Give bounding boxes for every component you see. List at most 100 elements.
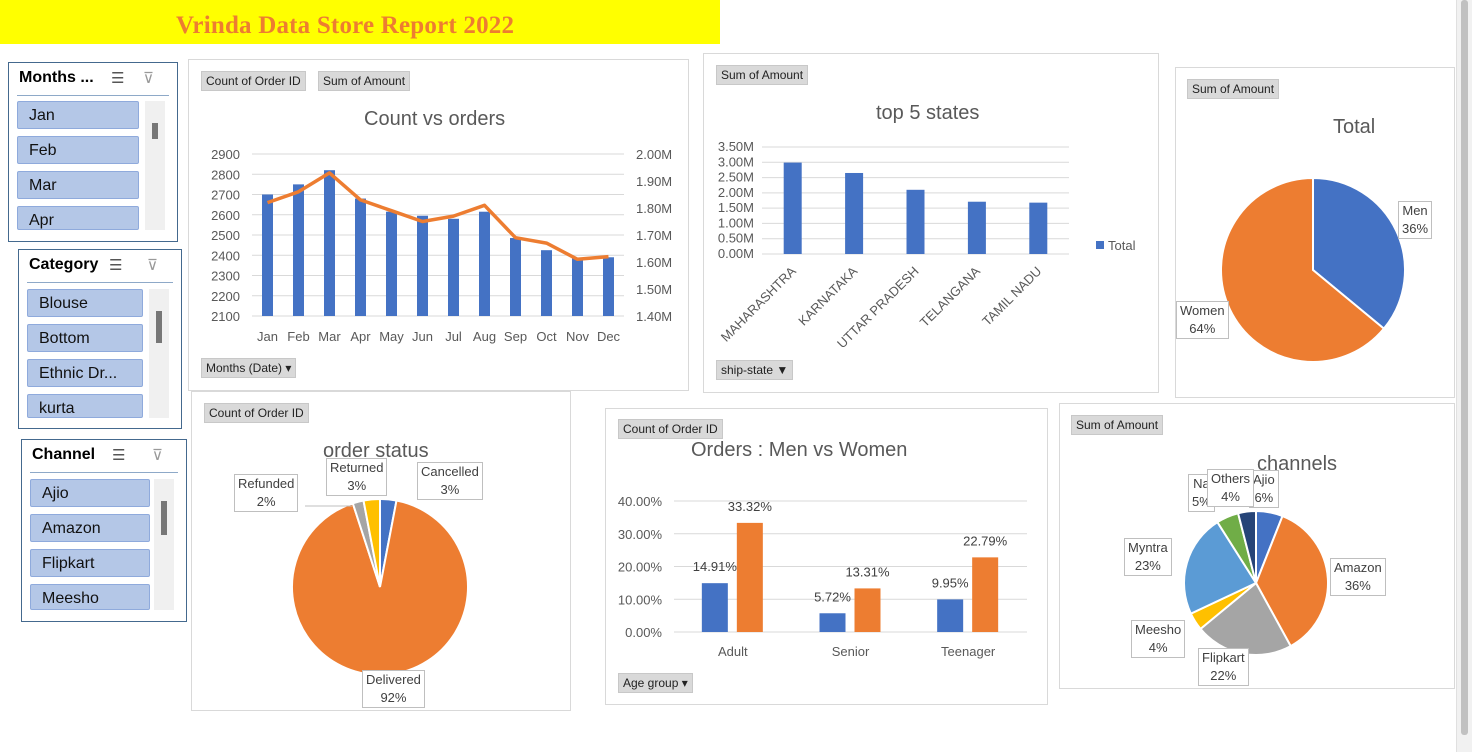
channels-panel[interactable]: Sum of Amount channels Ajio 6% Amazon 36% …	[1059, 403, 1455, 689]
pie-slice-others	[1236, 509, 1257, 584]
y-tick-label: 1.00M	[718, 215, 754, 230]
data-label: Flipkart 22%	[1198, 648, 1249, 686]
slicer-item[interactable]: Jan	[17, 101, 139, 129]
field-button[interactable]: Count of Order ID	[204, 403, 309, 423]
clear-filter-icon[interactable]: ⊽	[143, 70, 154, 87]
men-vs-women-chart: 0.00% 10.00% 20.00% 30.00% 40.00% 14.91% 33.32…	[618, 494, 1027, 659]
pie-slice-amazon	[1254, 514, 1329, 648]
category-slicer[interactable]: Category ☰ ⊽ Blouse Bottom Ethnic Dr... …	[18, 249, 182, 429]
x-tick-label: Adult	[718, 644, 748, 659]
field-button[interactable]: Sum of Amount	[1187, 79, 1280, 99]
data-label: Myntra 23%	[1124, 538, 1172, 576]
data-label: 33.32%	[728, 499, 773, 514]
x-tick-label: Jun	[412, 329, 433, 344]
slicer-item[interactable]: kurta	[27, 394, 143, 418]
count-vs-orders-panel[interactable]: Count of Order ID Sum of Amount Count vs…	[188, 59, 689, 391]
axis-field-button[interactable]: ship-state ▼	[716, 360, 794, 380]
y2-tick-label: 1.80M	[636, 201, 672, 216]
series-line	[266, 171, 609, 262]
x-tick-label: Aug	[473, 329, 496, 344]
y2-tick-label: 1.50M	[636, 282, 672, 297]
data-label: 9.95%	[932, 575, 969, 590]
multi-select-icon[interactable]: ☰	[111, 70, 125, 87]
x-tick-label: TELANGANA	[917, 263, 984, 330]
count-vs-orders-chart: 2100 2200 2300 2400 2500 2600 2700 2800 2900 1.40…	[211, 147, 672, 344]
y-tick-label: 2500	[211, 228, 240, 243]
field-button[interactable]: Count of Order ID	[618, 419, 723, 439]
data-label: 13.31%	[845, 564, 890, 579]
scrollbar-thumb[interactable]	[1461, 0, 1468, 735]
clear-filter-icon[interactable]: ⊽	[147, 257, 158, 274]
data-label: Men 36%	[1398, 201, 1433, 239]
category-slicer-header: Category	[29, 256, 99, 273]
report-title-bar: Vrinda Data Store Report 2022	[0, 0, 720, 44]
slicer-item[interactable]: Mar	[17, 171, 139, 199]
channel-slicer[interactable]: Channel ☰ ⊽ Ajio Amazon Flipkart Meesho	[21, 439, 187, 622]
slicer-item[interactable]: Amazon	[30, 514, 150, 542]
filter-icon[interactable]: ▼	[776, 363, 789, 377]
field-button[interactable]: Sum of Amount	[318, 71, 411, 91]
total-gender-panel[interactable]: Sum of Amount Total Men 36% Women 64%	[1175, 67, 1455, 398]
bar	[448, 218, 459, 316]
slicer-item[interactable]: Blouse	[27, 289, 143, 317]
field-button[interactable]: Count of Order ID	[201, 71, 306, 91]
y-tick-label: 2300	[211, 269, 240, 284]
multi-select-icon[interactable]: ☰	[112, 447, 126, 464]
legend-label: Total	[1108, 238, 1136, 253]
bar	[510, 238, 521, 316]
bar	[906, 189, 925, 254]
axis-field-button[interactable]: Months (Date) ▾	[201, 358, 297, 378]
top-5-states-chart: 0.00M0.50M1.00M1.50M2.00M2.50M3.00M3.50M…	[718, 139, 1136, 351]
dropdown-arrow-icon[interactable]: ▾	[681, 676, 688, 690]
clear-filter-icon[interactable]: ⊽	[152, 447, 163, 464]
slicer-item[interactable]: Flipkart	[30, 549, 150, 577]
x-tick-label: Mar	[318, 329, 341, 344]
multi-select-icon[interactable]: ☰	[109, 257, 123, 274]
bar	[972, 557, 999, 632]
y-tick-label: 2600	[211, 208, 240, 223]
axis-field-button[interactable]: Age group ▾	[618, 673, 693, 693]
dropdown-arrow-icon[interactable]: ▾	[285, 361, 292, 375]
slicer-item[interactable]: Bottom	[27, 324, 143, 352]
y-tick-label: 10.00%	[618, 592, 663, 607]
months-slicer[interactable]: Months ... ☰ ⊽ Jan Feb Mar Apr	[8, 62, 178, 242]
bar	[386, 211, 397, 316]
men-vs-women-panel[interactable]: Count of Order ID Orders : Men vs Women …	[605, 408, 1048, 705]
data-label: 22.79%	[963, 533, 1008, 548]
x-tick-label: Feb	[287, 329, 309, 344]
y-tick-label: 2400	[211, 248, 240, 263]
channel-slicer-header: Channel	[32, 446, 96, 463]
data-label: Cancelled 3%	[417, 462, 483, 500]
y-tick-label: 2700	[211, 188, 240, 203]
slicer-item[interactable]: Apr	[17, 206, 139, 230]
pie-slice-women	[1220, 176, 1386, 363]
field-button[interactable]: Sum of Amount	[1071, 415, 1164, 435]
slicer-item[interactable]: Ethnic Dr...	[27, 359, 143, 387]
order-status-panel[interactable]: Count of Order ID order status Cancelled…	[191, 391, 571, 711]
slicer-item[interactable]: Feb	[17, 136, 139, 164]
y-tick-label: 0.00%	[625, 625, 662, 640]
bar	[937, 599, 964, 632]
slicer-item[interactable]: Ajio	[30, 479, 150, 507]
slicer-scrollbar[interactable]	[145, 101, 165, 230]
slicer-item[interactable]: Meesho	[30, 584, 150, 610]
axis-field-label: Age group	[623, 676, 679, 690]
data-label: Delivered 92%	[362, 670, 425, 708]
bar	[262, 194, 273, 316]
y-tick-label: 2100	[211, 309, 240, 324]
months-slicer-header: Months ...	[19, 69, 94, 86]
field-button[interactable]: Sum of Amount	[716, 65, 809, 85]
y-tick-label: 3.50M	[718, 139, 754, 154]
x-tick-label: Dec	[597, 329, 621, 344]
data-label: Returned 3%	[326, 458, 388, 496]
bar	[819, 613, 846, 632]
x-tick-label: TAMIL NADU	[979, 264, 1044, 329]
top-5-states-panel[interactable]: Sum of Amount top 5 states 0.00M 0.50M 1.0…	[703, 53, 1159, 393]
window-scrollbar[interactable]	[1456, 0, 1472, 752]
x-tick-label: Teenager	[941, 644, 996, 659]
y-tick-label: 3.00M	[718, 154, 754, 169]
bar	[324, 170, 335, 316]
slicer-scrollbar[interactable]	[154, 479, 174, 610]
slicer-scrollbar[interactable]	[149, 289, 169, 418]
x-tick-label: Sep	[504, 329, 527, 344]
